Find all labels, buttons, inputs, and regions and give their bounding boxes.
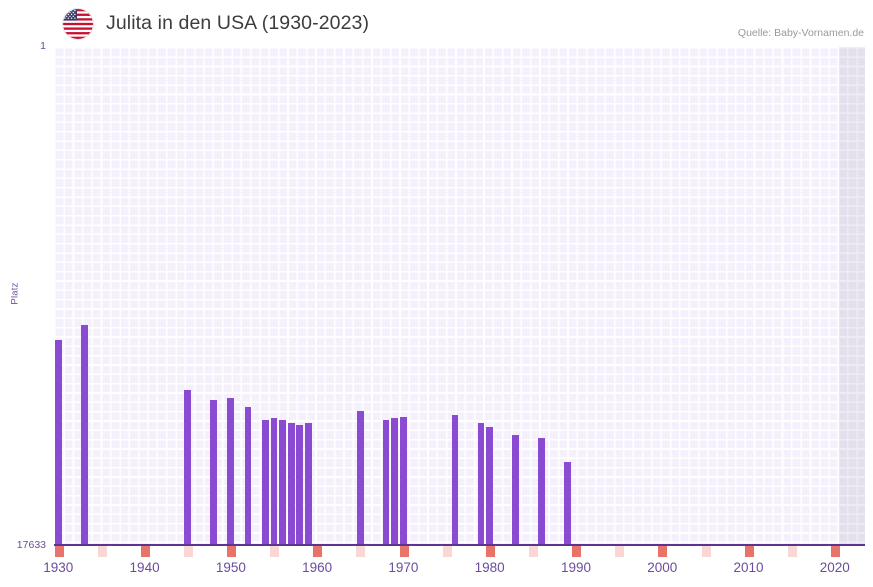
x-axis-decade-tick xyxy=(399,546,409,557)
x-axis-tick-label: 1950 xyxy=(215,560,246,575)
x-axis-decade-tick xyxy=(744,546,754,557)
page-title: Julita in den USA (1930-2023) xyxy=(106,12,370,34)
x-axis-decade-tick xyxy=(140,546,150,557)
x-axis-decade-tick xyxy=(227,546,237,557)
bar[interactable] xyxy=(287,423,295,545)
plot-area xyxy=(54,47,865,545)
bar[interactable] xyxy=(382,420,390,545)
bar[interactable] xyxy=(563,462,571,545)
chart-header: Julita in den USA (1930-2023) Quelle: Ba… xyxy=(0,0,873,47)
x-axis-decade-tick xyxy=(572,546,582,557)
bar[interactable] xyxy=(391,418,399,545)
us-flag-icon xyxy=(63,9,93,39)
x-axis-tick-label: 1960 xyxy=(302,560,333,575)
bar[interactable] xyxy=(356,411,364,545)
x-axis-decade-tick xyxy=(313,546,323,557)
bar[interactable] xyxy=(244,407,252,545)
x-axis-minor-tick xyxy=(270,546,280,557)
x-axis-tick-label: 2010 xyxy=(733,560,764,575)
x-axis-line xyxy=(54,544,865,546)
y-axis-top-tick-label: 1 xyxy=(40,40,46,52)
x-axis-decade-tick xyxy=(54,546,64,557)
y-axis-bottom-tick-label: 17633 xyxy=(16,539,46,551)
bar[interactable] xyxy=(512,435,519,545)
x-axis-labels: 1930 1940 1950 1960 1970 1980 1990 2000 2010 2020 xyxy=(0,560,873,582)
bar[interactable] xyxy=(486,427,493,545)
x-axis-tick-strip xyxy=(54,546,865,557)
bar[interactable] xyxy=(227,397,235,545)
x-axis-tick-label: 2000 xyxy=(647,560,678,575)
x-axis-minor-tick xyxy=(442,546,452,557)
y-axis-title: Platz xyxy=(9,282,21,305)
x-axis-minor-tick xyxy=(701,546,711,557)
x-axis-tick-label: 1990 xyxy=(560,560,591,575)
bar[interactable] xyxy=(210,400,217,545)
bar[interactable] xyxy=(477,423,485,545)
x-axis-tick-label: 1930 xyxy=(43,560,74,575)
x-axis-minor-tick xyxy=(787,546,797,557)
bar[interactable] xyxy=(305,422,312,545)
bar[interactable] xyxy=(54,339,62,545)
bar[interactable] xyxy=(80,325,88,545)
bar[interactable] xyxy=(296,425,304,545)
x-axis-minor-tick xyxy=(529,546,539,557)
bar[interactable] xyxy=(270,418,278,545)
x-axis-decade-tick xyxy=(485,546,495,557)
source-attribution: Quelle: Baby-Vornamen.de xyxy=(737,27,864,39)
bar[interactable] xyxy=(184,390,192,545)
bar[interactable] xyxy=(400,416,407,545)
x-axis-minor-tick xyxy=(615,546,625,557)
bar[interactable] xyxy=(538,437,545,545)
bar[interactable] xyxy=(451,414,459,545)
bar-series xyxy=(54,47,865,545)
x-axis-tick-label: 1980 xyxy=(474,560,505,575)
x-axis-tick-label: 1940 xyxy=(129,560,160,575)
x-axis-tick-label: 1970 xyxy=(388,560,419,575)
bar[interactable] xyxy=(261,419,269,545)
x-axis-minor-tick xyxy=(356,546,366,557)
x-axis-decade-tick xyxy=(830,546,840,557)
bar[interactable] xyxy=(279,420,286,545)
x-axis-decade-tick xyxy=(658,546,668,557)
x-axis-minor-tick xyxy=(183,546,193,557)
x-axis-tick-label: 2020 xyxy=(819,560,850,575)
x-axis-minor-tick xyxy=(97,546,107,557)
